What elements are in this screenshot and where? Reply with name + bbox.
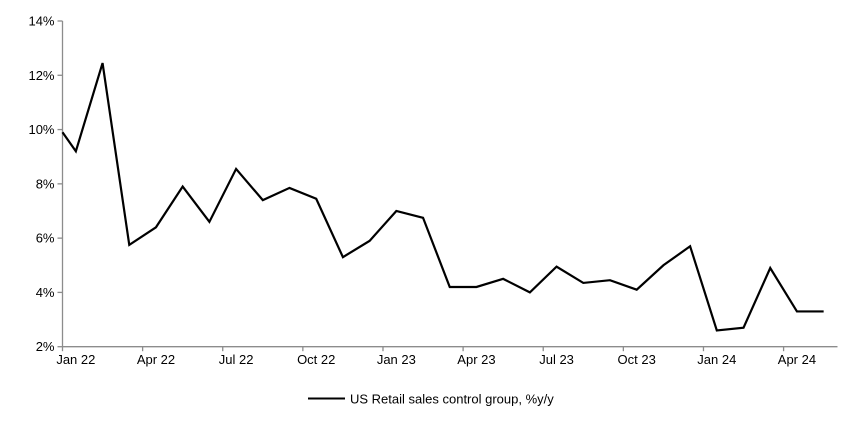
x-tick-label: Jul 22 [219,352,254,367]
x-tick-label: Apr 24 [778,352,816,367]
x-tick-label: Oct 22 [297,352,335,367]
y-tick-label: 8% [36,176,55,191]
y-tick-label: 6% [36,231,55,246]
x-tick-label: Jan 23 [377,352,416,367]
y-axis: 2% 4% 6% 8% 10% 12% 14% [28,14,64,354]
legend: US Retail sales control group, %y/y [308,392,554,407]
x-axis: Jan 22 Apr 22 Jul 22 Oct 22 Jan 23 Apr 23 Jul … [56,346,838,367]
x-tick-label: Oct 23 [618,352,656,367]
x-tick-label: Jul 23 [539,352,574,367]
x-tick-label: Apr 23 [457,352,495,367]
x-tick-label: Apr 22 [137,352,175,367]
y-tick-label: 10% [28,122,54,137]
y-tick-label: 2% [36,339,55,354]
x-tick-label: Jan 22 [56,352,95,367]
y-tick-label: 4% [36,285,55,300]
x-tick-label: Jan 24 [697,352,736,367]
y-tick-label: 12% [28,68,54,83]
y-tick-label: 14% [28,14,54,29]
legend-label: US Retail sales control group, %y/y [350,392,554,407]
series-line [61,62,824,332]
